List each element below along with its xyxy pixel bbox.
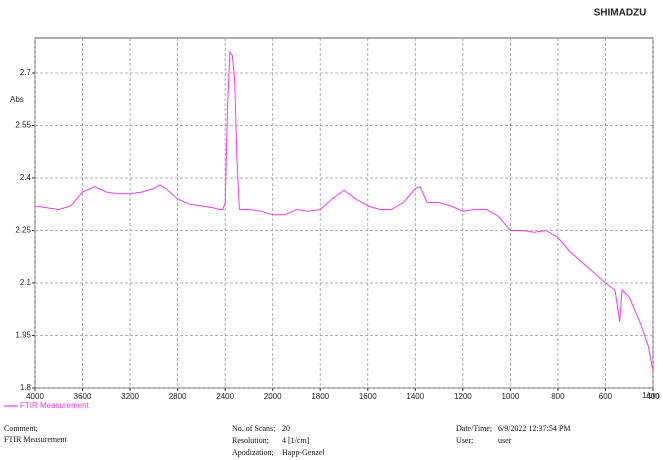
x-tick-label: 1400 [406,392,424,401]
y-tick-label: 2.55 [15,121,31,130]
x-tick-label: 1600 [359,392,377,401]
x-tick-label: 1000 [501,392,519,401]
y-tick-label: 2.4 [20,173,32,182]
x-axis-label: 1/cm [642,391,660,400]
scans-label: No. of Scans; [232,424,276,433]
resolution-label: Resolution; [232,436,269,445]
y-tick-label: 1.95 [15,331,31,340]
comment-label: Comment; [4,424,38,433]
y-tick-label: 2.25 [15,226,31,235]
x-tick-label: 4000 [26,392,44,401]
x-tick-label: 600 [599,392,613,401]
datetime: 6/9/2022 12:37:54 PM [498,424,571,433]
y-tick-label: 2.1 [20,278,32,287]
apodization: Happ-Genzel [282,448,325,457]
user: user [498,436,512,445]
x-tick-label: 3600 [74,392,92,401]
x-tick-label: 400 [646,392,660,401]
x-tick-label: 2400 [216,392,234,401]
resolution: 4 [1/cm] [282,436,310,445]
y-tick-label: 1.8 [20,383,32,392]
apodization-label: Apodization; [232,448,274,457]
y-axis-label: Abs [10,95,24,104]
user-label: User; [456,436,474,445]
x-tick-label: 1800 [311,392,329,401]
scans: 20 [282,424,290,433]
datetime-label: Date/Time; [456,424,493,433]
x-tick-label: 1200 [454,392,472,401]
spectrum-line [34,50,654,371]
x-tick-label: 2800 [169,392,187,401]
x-tick-label: 2000 [264,392,282,401]
comment: FTIR Measurement [4,435,67,444]
legend-label: FTIR Measurement [20,401,90,410]
x-tick-label: 800 [551,392,565,401]
brand: SHIMADZU [594,8,647,19]
chart: SHIMADZU Abs 1/cm 2.7 2.55 2.4 2.25 2.1 1.95 1… [4,8,660,410]
x-tick-label: 3200 [121,392,139,401]
y-tick-label: 2.7 [20,68,32,77]
